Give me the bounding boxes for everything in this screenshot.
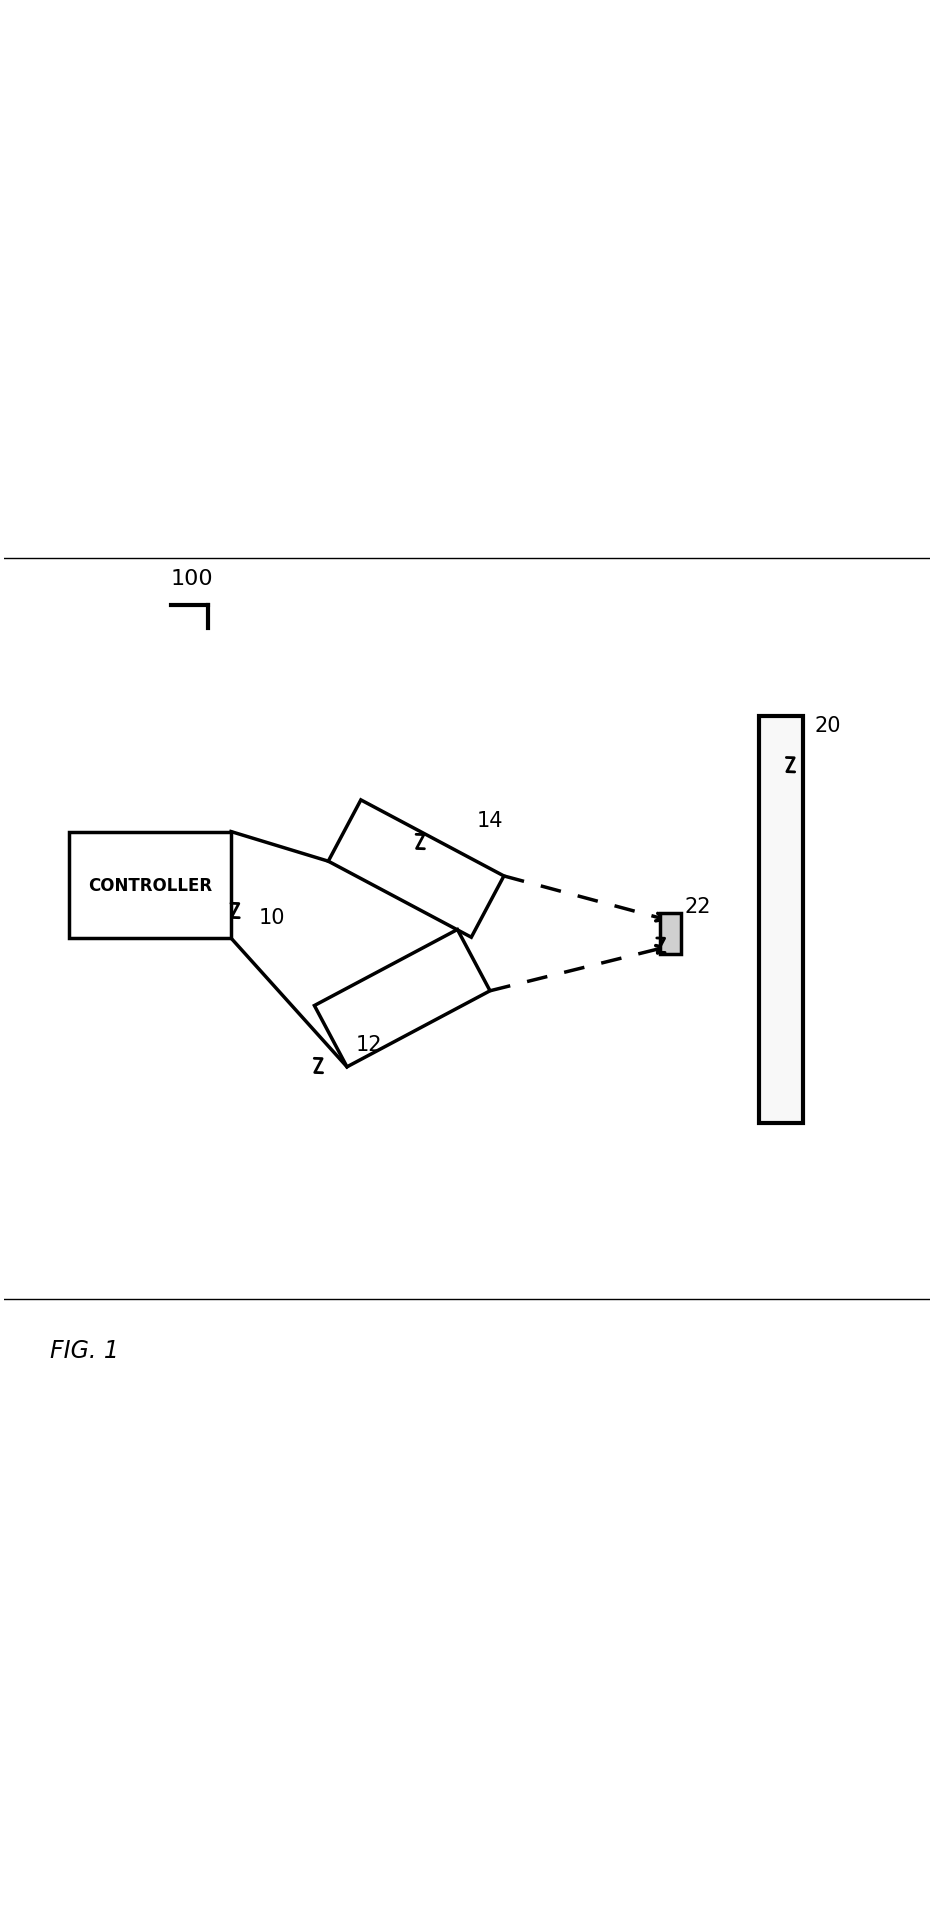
Text: FIG. 1: FIG. 1 [50,1338,120,1363]
Text: 14: 14 [476,812,502,831]
Bar [69,833,231,938]
Bar [758,716,803,1124]
Bar [660,913,681,955]
Text: 100: 100 [171,568,213,590]
Text: 20: 20 [814,716,841,735]
Polygon shape [328,800,504,938]
Text: CONTROLLER: CONTROLLER [88,877,212,894]
Text: 22: 22 [685,896,711,917]
Text: 12: 12 [356,1035,382,1055]
Polygon shape [315,930,490,1068]
Text: 10: 10 [259,907,285,926]
